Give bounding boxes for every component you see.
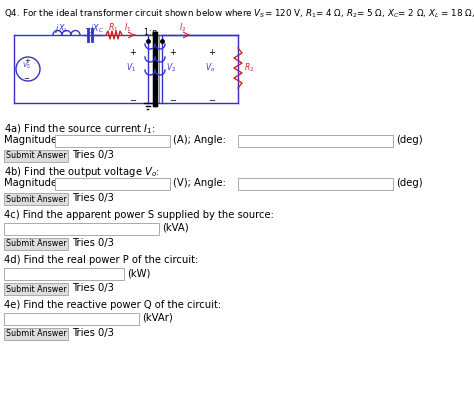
Bar bbox=[55, 178, 170, 190]
Bar bbox=[4, 268, 124, 280]
Text: $-$: $-$ bbox=[23, 74, 30, 80]
Text: (kW): (kW) bbox=[127, 268, 150, 278]
Text: $R_2$: $R_2$ bbox=[244, 62, 254, 74]
Bar bbox=[4, 238, 68, 250]
Text: Tries 0/3: Tries 0/3 bbox=[72, 150, 114, 160]
Text: Q4. For the ideal transformer circuit shown below where $V_S$= 120 V, $R_1$= 4 $: Q4. For the ideal transformer circuit sh… bbox=[4, 7, 474, 20]
Text: $V_o$: $V_o$ bbox=[205, 62, 215, 74]
Text: 4b) Find the output voltage $V_o$:: 4b) Find the output voltage $V_o$: bbox=[4, 165, 160, 179]
Text: Submit Answer: Submit Answer bbox=[6, 195, 66, 204]
Text: $-$: $-$ bbox=[169, 94, 177, 103]
Text: (kVA): (kVA) bbox=[162, 223, 189, 233]
Bar bbox=[4, 283, 68, 295]
Bar bbox=[55, 135, 170, 147]
Text: (deg): (deg) bbox=[396, 178, 423, 188]
Text: $jX_L$: $jX_L$ bbox=[55, 22, 68, 35]
Text: Submit Answer: Submit Answer bbox=[6, 329, 66, 338]
Bar bbox=[4, 150, 68, 162]
Text: Magnitude:: Magnitude: bbox=[4, 178, 60, 188]
Text: (A); Angle:: (A); Angle: bbox=[173, 135, 226, 145]
Text: $V_S$: $V_S$ bbox=[22, 61, 32, 71]
Text: $I_1$: $I_1$ bbox=[124, 22, 131, 35]
Text: $V_2$: $V_2$ bbox=[166, 62, 176, 74]
Text: Magnitude:: Magnitude: bbox=[4, 135, 60, 145]
Bar bbox=[238, 178, 393, 190]
Bar bbox=[4, 328, 68, 340]
Text: Submit Answer: Submit Answer bbox=[6, 285, 66, 294]
Text: +: + bbox=[129, 48, 137, 57]
Bar bbox=[4, 313, 139, 325]
Text: (kVAr): (kVAr) bbox=[142, 313, 173, 323]
Text: Submit Answer: Submit Answer bbox=[6, 239, 66, 248]
Text: 4a) Find the source current $I_1$:: 4a) Find the source current $I_1$: bbox=[4, 122, 155, 136]
Text: Tries 0/3: Tries 0/3 bbox=[72, 328, 114, 338]
Text: Tries 0/3: Tries 0/3 bbox=[72, 193, 114, 203]
Bar bbox=[4, 223, 159, 235]
Text: $V_1$: $V_1$ bbox=[126, 62, 136, 74]
Text: 4e) Find the reactive power Q of the circuit:: 4e) Find the reactive power Q of the cir… bbox=[4, 300, 221, 310]
Text: Tries 0/3: Tries 0/3 bbox=[72, 238, 114, 248]
Bar bbox=[4, 193, 68, 205]
Text: Submit Answer: Submit Answer bbox=[6, 151, 66, 160]
Text: 4d) Find the real power P of the circuit:: 4d) Find the real power P of the circuit… bbox=[4, 255, 198, 265]
Text: $I_2$: $I_2$ bbox=[179, 22, 186, 35]
Text: +: + bbox=[24, 58, 30, 64]
Text: 4c) Find the apparent power S supplied by the source:: 4c) Find the apparent power S supplied b… bbox=[4, 210, 274, 220]
Text: +: + bbox=[209, 48, 216, 57]
Text: $-$: $-$ bbox=[129, 94, 137, 103]
Text: (V); Angle:: (V); Angle: bbox=[173, 178, 226, 188]
Bar bbox=[238, 135, 393, 147]
Bar bbox=[159, 35, 238, 103]
Text: $R_1$: $R_1$ bbox=[108, 22, 118, 35]
Text: $-jX_C$: $-jX_C$ bbox=[84, 22, 104, 35]
Text: $1\!:\!n$: $1\!:\!n$ bbox=[143, 26, 158, 37]
Text: (deg): (deg) bbox=[396, 135, 423, 145]
Text: +: + bbox=[170, 48, 176, 57]
Text: Tries 0/3: Tries 0/3 bbox=[72, 283, 114, 293]
Text: $-$: $-$ bbox=[208, 94, 216, 103]
